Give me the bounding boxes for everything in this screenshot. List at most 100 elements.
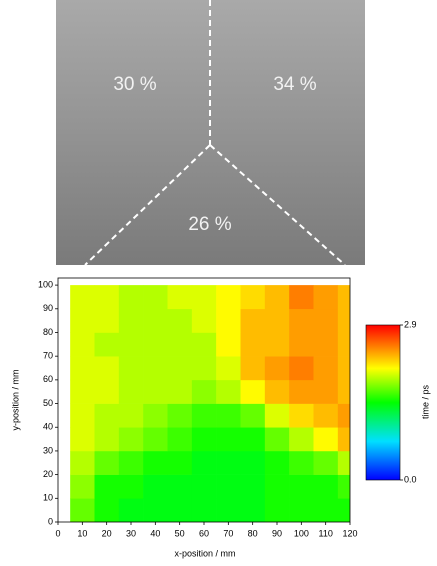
heatmap-cell [70,379,95,404]
heatmap-cell [240,403,266,428]
heatmap-cell [337,450,350,475]
heatmap-cell [70,356,95,381]
x-tick-label: 40 [150,528,160,538]
heatmap-cell [70,403,95,428]
y-tick-label: 30 [43,445,53,455]
heatmap-cell [118,403,144,428]
y-tick-label: 50 [43,398,53,408]
x-tick-label: 90 [272,528,282,538]
heatmap-cell [191,356,217,381]
heatmap-cell [313,308,339,333]
x-tick-label: 10 [77,528,87,538]
heatmap-cell [264,450,290,475]
heatmap-cell [289,308,314,333]
x-tick-label: 60 [199,528,209,538]
y-tick-label: 100 [38,279,53,289]
heatmap-cell [289,403,314,428]
heatmap-cell [118,308,144,333]
heatmap-cell [118,498,144,522]
heatmap-cell [70,474,95,499]
heatmap-cell [143,379,168,404]
heatmap-cell [191,332,217,357]
colorbar [365,324,401,481]
heatmap-cell [143,403,168,428]
heatmap-cell [337,308,350,333]
heatmap-cell [94,308,120,333]
heatmap-cell [264,332,290,357]
heatmap-cell [167,356,193,381]
heatmap-cell [70,450,95,475]
heatmap-cell [264,403,290,428]
heatmap-cell [191,450,217,475]
heatmap-cell [70,427,95,452]
heatmap-cell [240,498,266,522]
heatmap-cell [118,450,144,475]
x-tick-label: 110 [318,528,332,538]
heatmap-cell [216,285,241,310]
heatmap-cell [216,403,241,428]
heatmap-cell [191,498,217,522]
heatmap-cell [167,332,193,357]
heatmap-cell [118,427,144,452]
heatmap-cell [313,427,339,452]
heatmap-cell [240,356,266,381]
heatmap-cell [264,308,290,333]
heatmap-cell [167,285,193,310]
y-tick-label: 40 [43,422,53,432]
heatmap-cell [191,308,217,333]
heatmap-cell [313,403,339,428]
heatmap-cell [337,379,350,404]
x-tick-label: 120 [342,528,357,538]
heatmap-cell [143,498,168,522]
heatmap-cell [94,403,120,428]
heatmap-cell [337,332,350,357]
heatmap-cell [216,332,241,357]
x-tick-label: 0 [55,528,60,538]
heatmap-cell [264,474,290,499]
y-tick-label: 70 [43,351,53,361]
heatmap-cell [216,450,241,475]
heatmap-cell [143,450,168,475]
colorbar-tick-label: 0.0 [404,474,417,484]
y-tick-label: 20 [43,469,53,479]
y-tick-label: 80 [43,327,53,337]
heatmap-cell [313,332,339,357]
heatmap-cell [167,379,193,404]
x-tick-label: 20 [102,528,112,538]
heatmap-cell [289,285,314,310]
region-label: 34 % [273,74,316,95]
x-tick-label: 30 [126,528,136,538]
y-axis-label: y-position / mm [10,369,20,430]
heatmap-cell [289,427,314,452]
x-tick-label: 50 [175,528,185,538]
heatmap-cell [216,427,241,452]
heatmap-cell [264,356,290,381]
heatmap-cell [70,332,95,357]
heatmap-cell [289,474,314,499]
colorbar-label: time / ps [420,384,430,419]
heatmap-cell [337,356,350,381]
y-tick-label: 10 [43,493,53,503]
heatmap-cell [94,285,120,310]
heatmap-cell [216,308,241,333]
heatmap-cell [216,379,241,404]
heatmap-cell [167,427,193,452]
heatmap-cell [216,498,241,522]
heatmap-cell [264,285,290,310]
heatmap-cell [191,403,217,428]
heatmap-cell [313,379,339,404]
heatmap-cell [240,332,266,357]
heatmap-cell [94,498,120,522]
heatmap-cell [240,285,266,310]
heatmap-cell [143,474,168,499]
heatmap-cell [167,450,193,475]
heatmap-cell [143,332,168,357]
heatmap-cell [94,332,120,357]
heatmap-cell [118,356,144,381]
heatmap-cell [337,498,350,522]
heatmap-cell [70,285,95,310]
heatmap-cell [240,427,266,452]
heatmap-cell [313,498,339,522]
